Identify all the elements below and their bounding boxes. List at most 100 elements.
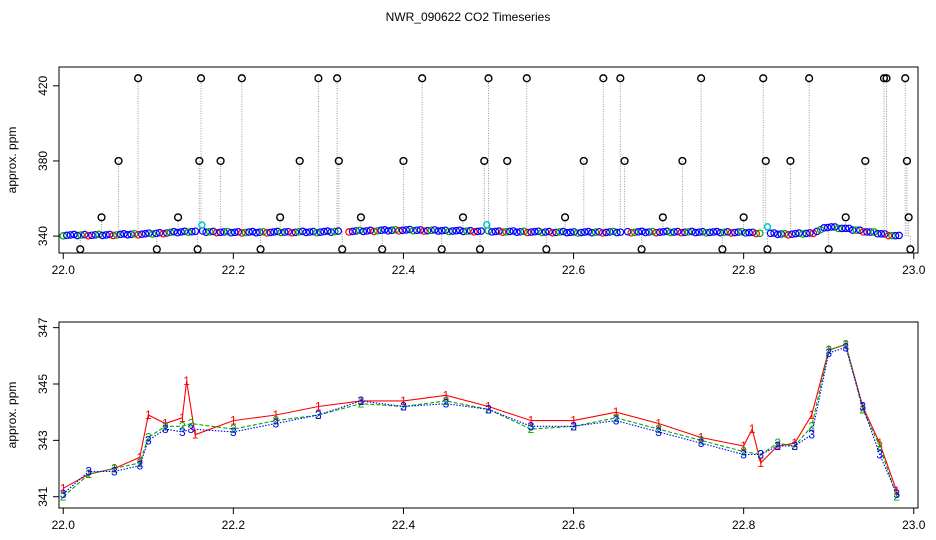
baseline-point [584,227,593,236]
baseline-point [613,228,621,237]
baseline-point [577,228,586,237]
baseline-point [330,227,339,236]
baseline-point [363,227,371,235]
baseline-point [873,229,882,238]
baseline-point [205,228,214,236]
y-tick-label: 380 [36,151,50,171]
baseline-point [123,231,132,239]
x-tick-label: 22.8 [732,518,756,532]
spike-point [314,74,323,83]
baseline-point [616,228,625,236]
point-label-2: 2 [273,414,280,428]
plot-frame [58,321,919,509]
baseline-point [245,228,253,236]
point-label-3: 3 [757,447,764,461]
point-label-3: 3 [774,439,781,453]
spike-point [805,74,814,83]
baseline-point [552,228,560,237]
baseline-point [641,228,650,237]
baseline-point [327,228,335,236]
point-label-1: 1 [60,481,67,495]
x-tick-label: 22.4 [392,518,416,532]
spike-point [637,245,646,254]
point-label-3: 3 [528,419,535,433]
baseline-point [263,229,271,237]
baseline-point [77,231,85,239]
baseline-point [70,230,78,239]
baseline-point [670,228,678,236]
baseline-point [541,228,550,236]
baseline-point [523,228,532,237]
spike-point [658,213,667,222]
point-label-3: 3 [613,414,620,428]
baseline-point [66,231,75,239]
baseline-point [520,227,528,236]
baseline-point [766,229,775,238]
spike-point [904,213,913,222]
baseline-point [280,228,289,236]
baseline-point [605,228,614,236]
baseline-point [731,228,739,237]
baseline-point [695,228,703,236]
baseline-point [673,227,682,236]
baseline-point [702,229,711,237]
x-tick-label: 22.6 [562,518,586,532]
point-label-3: 3 [400,400,407,414]
baseline-point [345,228,353,236]
baseline-point [652,228,661,237]
baseline-point [284,227,293,236]
spike-point [195,156,204,166]
spike-point [276,213,285,222]
baseline-point [313,228,321,237]
point-label-3: 3 [842,340,849,354]
point-label-1: 1 [183,374,190,388]
baseline-point [416,226,425,234]
baseline-point [98,231,107,240]
baseline-point [173,228,182,237]
baseline-point [580,228,589,236]
baseline-point [663,227,671,236]
y-axis-label: approx. ppm [5,127,19,194]
point-label-2: 2 [528,422,535,436]
baseline-point [270,228,278,236]
baseline-point [402,226,410,234]
point-label-3: 3 [825,346,832,360]
spike-point [458,213,468,222]
baseline-point [441,226,450,235]
baseline-point [391,226,400,234]
baseline-point [820,223,828,232]
baseline-point [756,229,764,238]
baseline-point [609,227,618,236]
calibration-point [198,221,206,229]
point-label-3: 3 [570,419,577,433]
calibration-point [763,223,772,231]
baseline-point [534,227,543,236]
spike-point [882,74,891,83]
point-label-3: 3 [655,425,662,439]
baseline-point [677,228,686,237]
baseline-point [545,227,553,236]
y-tick-label: 340 [36,226,50,246]
baseline-point [791,229,800,238]
point-label-1: 1 [485,400,492,414]
baseline-point [366,226,375,235]
baseline-point [116,230,125,239]
baseline-point [748,228,757,237]
series-line-1 [63,343,898,492]
baseline-point [709,228,718,236]
spike-point [901,74,910,83]
baseline-point [795,229,803,237]
spike-point [356,213,366,222]
baseline-point [320,227,328,236]
baseline-point [705,228,714,237]
baseline-point [573,229,582,237]
baseline-point [666,228,675,237]
baseline-point [113,231,121,239]
baseline-point [513,228,521,236]
baseline-point [298,227,307,236]
x-tick-label: 22.4 [392,263,416,277]
baseline-point [806,229,814,237]
point-label-1: 1 [613,405,620,419]
baseline-point [288,228,296,237]
